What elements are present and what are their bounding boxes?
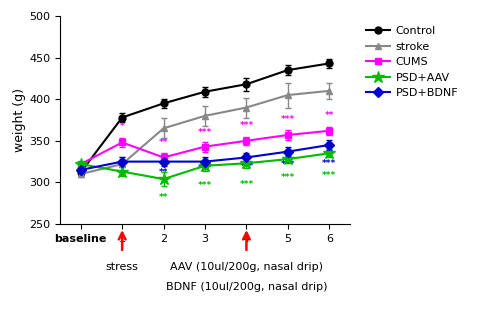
Text: ***: ***	[280, 115, 295, 124]
Text: ***: ***	[322, 171, 336, 180]
Text: ***: ***	[240, 121, 254, 130]
Text: ***: ***	[198, 128, 212, 137]
Text: ***: ***	[240, 180, 254, 189]
Text: *: *	[120, 122, 124, 131]
Text: **: **	[324, 111, 334, 120]
Text: **: **	[159, 193, 168, 202]
Text: ***: ***	[198, 164, 212, 173]
Text: ***: ***	[198, 181, 212, 190]
Legend: Control, stroke, CUMS, PSD+AAV, PSD+BDNF: Control, stroke, CUMS, PSD+AAV, PSD+BDNF	[362, 21, 463, 103]
Text: **: **	[159, 168, 168, 177]
Text: AAV (10ul/200g, nasal drip): AAV (10ul/200g, nasal drip)	[170, 262, 323, 272]
Text: BDNF (10ul/200g, nasal drip): BDNF (10ul/200g, nasal drip)	[166, 282, 327, 292]
Text: stress: stress	[106, 262, 138, 272]
Text: ***: ***	[280, 160, 295, 169]
Text: **: **	[159, 139, 168, 148]
Y-axis label: weight (g): weight (g)	[14, 88, 26, 152]
Text: *: *	[120, 164, 124, 172]
Text: ***: ***	[322, 159, 336, 168]
Text: *: *	[120, 171, 124, 180]
Text: ***: ***	[280, 173, 295, 182]
Text: ***: ***	[240, 162, 254, 171]
